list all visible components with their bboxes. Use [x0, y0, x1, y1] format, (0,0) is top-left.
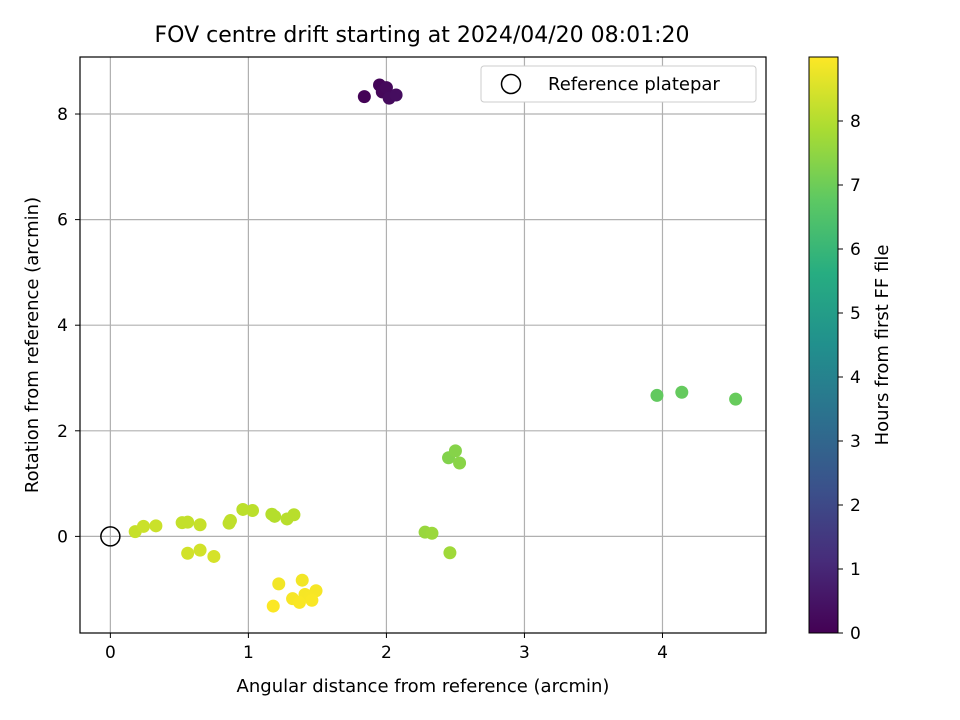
- colorbar-tick-label: 3: [850, 432, 861, 452]
- colorbar-gradient: [808, 56, 839, 634]
- data-point: [246, 504, 260, 518]
- plot-frame: [79, 56, 767, 634]
- x-tick-label: 3: [519, 643, 530, 663]
- colorbar-tick-label: 5: [850, 304, 861, 324]
- data-point: [193, 518, 207, 532]
- colorbar-tick-label: 6: [850, 240, 861, 260]
- legend-marker: [500, 73, 522, 95]
- data-point: [292, 595, 306, 609]
- reference-platepar-marker: [100, 526, 121, 547]
- data-point: [425, 526, 439, 540]
- x-axis-label: Angular distance from reference (arcmin): [237, 676, 610, 697]
- data-point: [181, 515, 195, 529]
- colorbar-tick-label: 2: [850, 496, 861, 516]
- y-tick-label: 4: [57, 316, 68, 336]
- data-point: [266, 599, 280, 613]
- data-point: [357, 90, 371, 104]
- chart-title: FOV centre drift starting at 2024/04/20 …: [155, 23, 690, 48]
- data-point: [295, 573, 309, 587]
- y-tick-label: 6: [57, 211, 68, 231]
- data-point: [207, 549, 221, 563]
- y-tick-label: 0: [57, 527, 68, 547]
- colorbar-tick-label: 0: [850, 624, 861, 644]
- y-tick-label: 8: [57, 105, 68, 125]
- x-tick-label: 1: [243, 643, 254, 663]
- legend: Reference platepar: [480, 65, 757, 103]
- colorbar-tick-label: 8: [850, 112, 861, 132]
- data-point: [675, 385, 689, 399]
- data-point: [236, 502, 250, 516]
- legend-entry-reference: Reference platepar: [548, 74, 720, 95]
- data-point: [448, 444, 462, 458]
- data-point: [193, 543, 207, 557]
- data-point: [389, 88, 403, 102]
- colorbar-tick-label: 1: [850, 560, 861, 580]
- colorbar-tick-label: 7: [850, 176, 861, 196]
- colorbar: 0 1 2 3 4 5 6 7 8 Hours from first FF file: [808, 56, 893, 644]
- data-point: [650, 388, 664, 402]
- y-tick-label: 2: [57, 422, 68, 442]
- y-axis-label: Rotation from reference (arcmin): [22, 197, 43, 493]
- data-point: [443, 546, 457, 560]
- data-point: [287, 508, 301, 522]
- data-point: [272, 577, 286, 591]
- grid: [80, 57, 766, 633]
- data-point: [379, 81, 393, 95]
- legend-box: [480, 65, 757, 103]
- data-point: [305, 593, 319, 607]
- x-tick-label: 0: [105, 643, 116, 663]
- x-tick-label: 4: [657, 643, 668, 663]
- scatter-points: [100, 78, 743, 613]
- data-point: [136, 519, 150, 533]
- colorbar-ticks: 0 1 2 3 4 5 6 7 8: [838, 112, 861, 644]
- colorbar-tick-label: 4: [850, 368, 861, 388]
- axis-ticks: 0 1 2 3 4 0 2 4 6 8: [57, 105, 668, 663]
- x-tick-label: 2: [381, 643, 392, 663]
- data-point: [729, 392, 743, 406]
- data-point: [181, 546, 195, 560]
- colorbar-label: Hours from first FF file: [872, 245, 893, 446]
- data-point: [149, 519, 163, 533]
- data-point: [223, 514, 237, 528]
- data-point: [453, 456, 467, 470]
- data-point: [268, 509, 282, 523]
